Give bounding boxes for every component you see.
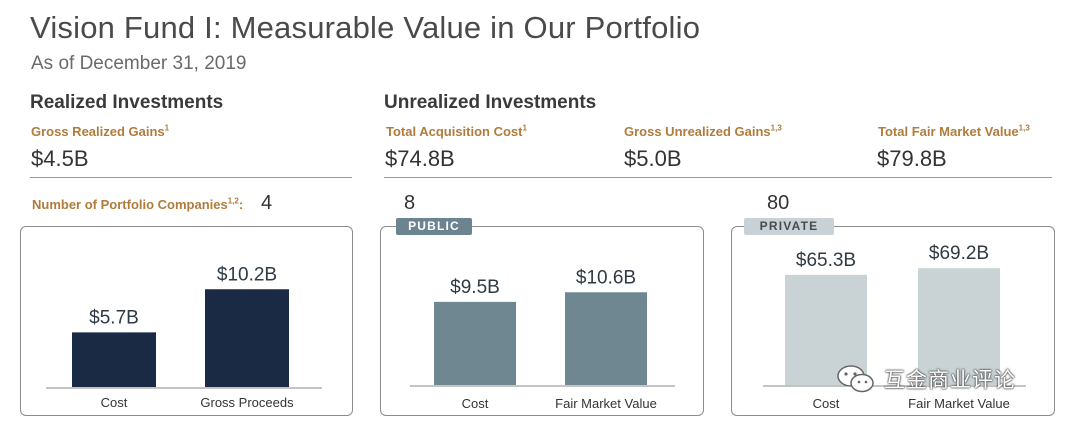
unrealized-divider bbox=[384, 177, 1052, 178]
private-tag: PRIVATE bbox=[744, 218, 834, 235]
realized-divider bbox=[30, 177, 352, 178]
gross-realized-gains-value: $4.5B bbox=[31, 146, 89, 171]
unrealized-heading: Unrealized Investments bbox=[384, 92, 597, 113]
private-bar-value-1: $69.2B bbox=[929, 243, 989, 264]
private-bar-value-0: $65.3B bbox=[796, 250, 856, 271]
realized-category-label-0: Cost bbox=[101, 395, 128, 410]
private-bar-1 bbox=[918, 268, 1000, 385]
realized-bar-1 bbox=[205, 289, 289, 387]
watermark: 互金商业评论 bbox=[836, 364, 1016, 394]
gross-unrealized-gains-footnote: 1,3 bbox=[770, 123, 782, 133]
public-bar-1 bbox=[565, 292, 647, 385]
total-fair-market-value-value: $79.8B bbox=[877, 146, 947, 171]
gross-realized-gains-label-text: Gross Realized Gains bbox=[31, 124, 165, 139]
total-fair-market-value-label: Total Fair Market Value1,3 bbox=[878, 124, 1030, 139]
public-companies-count: 8 bbox=[404, 192, 416, 214]
portfolio-companies-footnote: 1,2 bbox=[227, 196, 239, 206]
realized-chart-panel bbox=[20, 226, 353, 416]
wechat-icon bbox=[837, 365, 874, 393]
public-tag: PUBLIC bbox=[396, 218, 472, 235]
public-category-label-0: Cost bbox=[462, 396, 489, 411]
realized-companies-count: 4 bbox=[261, 192, 273, 214]
total-acquisition-cost-label-text: Total Acquisition Cost bbox=[386, 124, 523, 139]
public-bar-0 bbox=[434, 301, 516, 385]
private-category-label-0: Cost bbox=[813, 396, 840, 411]
gross-unrealized-gains-label-text: Gross Unrealized Gains bbox=[624, 124, 771, 139]
page-subtitle: As of December 31, 2019 bbox=[31, 53, 247, 74]
realized-category-label-1: Gross Proceeds bbox=[200, 395, 294, 410]
realized-bar-value-0: $5.7B bbox=[89, 307, 139, 328]
page-title: Vision Fund I: Measurable Value in Our P… bbox=[30, 10, 701, 45]
gross-unrealized-gains-label: Gross Unrealized Gains1,3 bbox=[624, 124, 782, 139]
total-acquisition-cost-footnote: 1 bbox=[522, 123, 527, 133]
total-fair-market-value-footnote: 1,3 bbox=[1018, 123, 1030, 133]
portfolio-companies-label-text: Number of Portfolio Companies bbox=[32, 197, 228, 212]
total-fair-market-value-label-text: Total Fair Market Value bbox=[878, 124, 1019, 139]
private-category-label-1: Fair Market Value bbox=[908, 396, 1010, 411]
realized-bar-value-1: $10.2B bbox=[217, 264, 277, 285]
public-bar-value-1: $10.6B bbox=[576, 267, 636, 288]
watermark-text: 互金商业评论 bbox=[884, 368, 1016, 392]
realized-bar-0 bbox=[72, 332, 156, 387]
realized-heading: Realized Investments bbox=[30, 92, 224, 113]
gross-realized-gains-label: Gross Realized Gains1 bbox=[31, 124, 169, 139]
public-category-label-1: Fair Market Value bbox=[555, 396, 657, 411]
portfolio-companies-colon: : bbox=[238, 197, 244, 212]
private-companies-count: 80 bbox=[767, 192, 790, 214]
portfolio-companies-label: Number of Portfolio Companies1,2: bbox=[32, 197, 243, 212]
total-acquisition-cost-value: $74.8B bbox=[385, 146, 455, 171]
gross-realized-gains-footnote: 1 bbox=[164, 123, 170, 133]
gross-unrealized-gains-value: $5.0B bbox=[624, 146, 682, 171]
public-bar-value-0: $9.5B bbox=[450, 277, 500, 298]
total-acquisition-cost-label: Total Acquisition Cost1 bbox=[386, 124, 527, 139]
